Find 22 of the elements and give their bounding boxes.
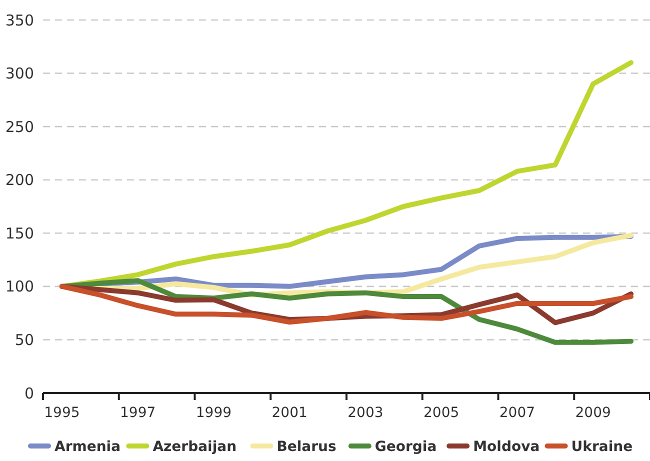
y-tick-label: 100	[5, 278, 34, 296]
legend-label: Georgia	[374, 439, 437, 455]
y-tick-label: 0	[24, 384, 34, 402]
x-tick-label: 2001	[272, 405, 308, 421]
y-tick-label: 50	[14, 330, 34, 349]
x-tick-label: 1999	[196, 405, 232, 421]
y-tick-label: 300	[5, 64, 34, 83]
x-tick-label: 2003	[348, 405, 384, 421]
y-tick-label: 250	[5, 118, 34, 136]
x-tick-label: 2007	[499, 405, 536, 421]
x-tick-label: 1995	[44, 405, 80, 421]
x-tick-label: 1997	[120, 405, 156, 421]
x-tick-label: 2009	[575, 405, 611, 421]
y-tick-label: 350	[5, 11, 34, 30]
y-tick-label: 150	[5, 224, 34, 242]
y-tick-label: 200	[5, 171, 34, 190]
x-tick-label: 2005	[424, 405, 460, 421]
legend-label: Belarus	[276, 439, 336, 455]
legend-label: Ukraine	[571, 439, 633, 455]
legend-label: Moldova	[473, 439, 540, 455]
legend-label: Azerbaijan	[152, 439, 237, 455]
legend-label: Armenia	[54, 439, 121, 455]
